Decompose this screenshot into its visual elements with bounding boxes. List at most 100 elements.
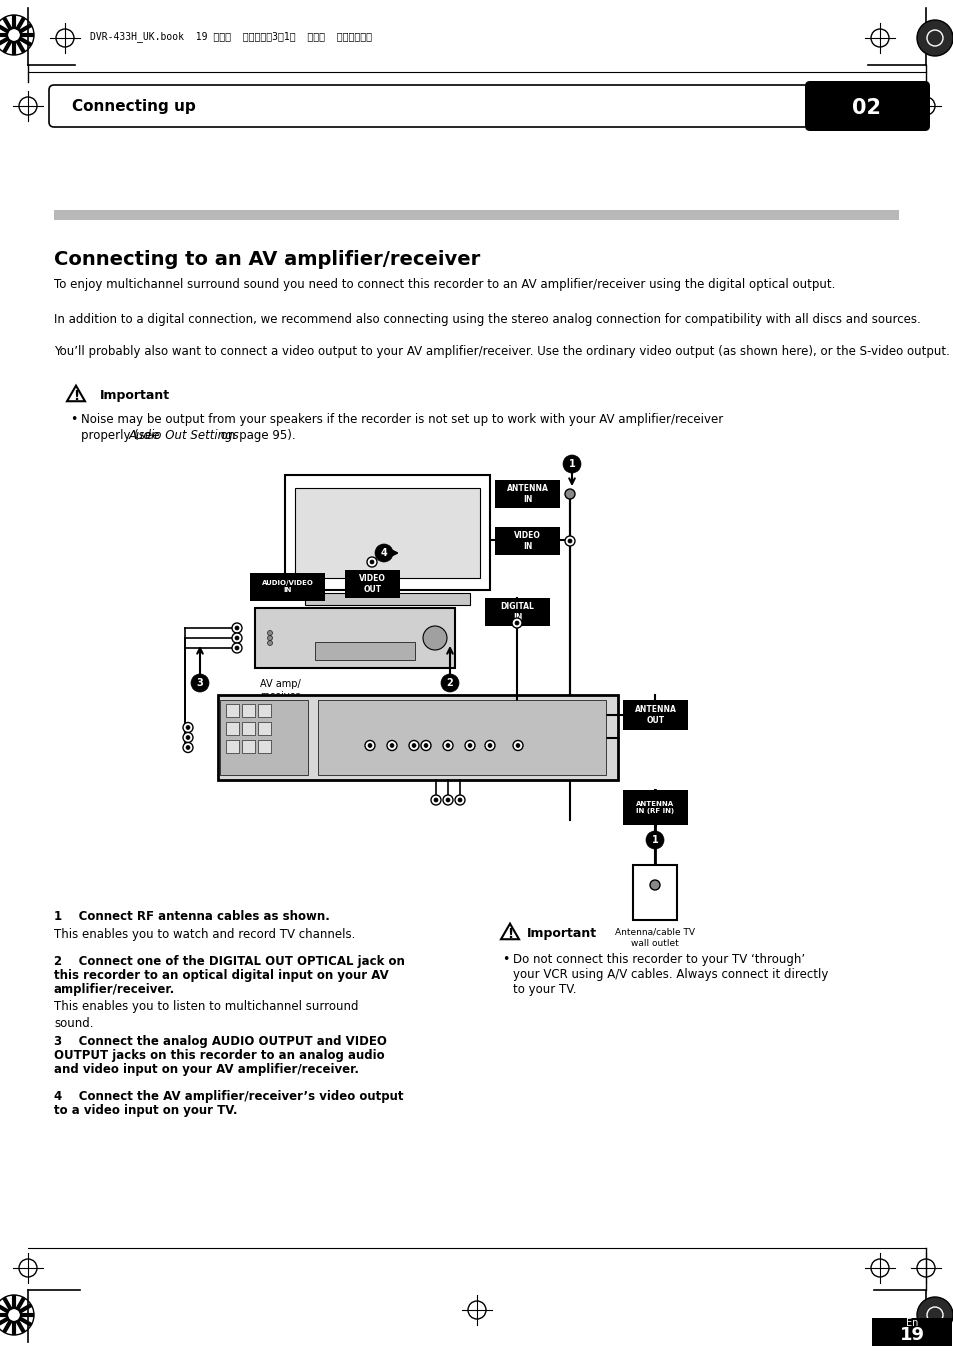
Text: this recorder to an optical digital input on your AV: this recorder to an optical digital inpu… [54,969,388,982]
Bar [254,608,455,667]
Circle shape [232,643,242,653]
Circle shape [564,536,575,546]
Circle shape [232,623,242,634]
Circle shape [562,455,580,473]
Bar [54,209,898,220]
Text: AV amp/
receiver: AV amp/ receiver [260,678,300,701]
Circle shape [234,636,239,640]
Text: VIDEO
IN: VIDEO IN [514,531,540,551]
Circle shape [375,544,393,562]
Circle shape [567,539,572,543]
Circle shape [183,743,193,753]
Circle shape [365,740,375,751]
Circle shape [649,880,659,890]
Bar [226,740,239,753]
Text: Connecting up: Connecting up [71,99,195,113]
Bar [622,790,687,825]
Bar [218,694,618,780]
Text: to your TV.: to your TV. [513,984,576,996]
Bar [314,642,415,661]
Circle shape [515,621,518,626]
FancyBboxPatch shape [804,81,929,131]
Circle shape [183,732,193,743]
Circle shape [513,740,522,751]
Bar [257,704,271,717]
Text: Audio Out Settings: Audio Out Settings [129,430,239,442]
Circle shape [234,646,239,650]
Circle shape [440,674,458,692]
Circle shape [191,674,209,692]
Text: 2: 2 [446,678,453,688]
Text: amplifier/receiver.: amplifier/receiver. [54,984,175,996]
Circle shape [516,743,519,747]
Bar [622,700,687,730]
Text: TV: TV [380,615,395,626]
Text: 1: 1 [651,835,658,844]
Text: your VCR using A/V cables. Always connect it directly: your VCR using A/V cables. Always connec… [513,969,827,981]
Circle shape [423,743,428,747]
Text: 3: 3 [196,678,203,688]
Text: Noise may be output from your speakers if the recorder is not set up to work wit: Noise may be output from your speakers i… [81,413,722,426]
Circle shape [370,561,374,563]
Text: ANTENNA
OUT: ANTENNA OUT [634,705,676,724]
Bar [633,865,677,920]
Text: !: ! [506,927,513,940]
Bar [285,476,490,590]
Circle shape [512,617,521,628]
Circle shape [455,794,464,805]
Text: 1: 1 [568,459,575,469]
Circle shape [468,743,472,747]
Text: 1    Connect RF antenna cables as shown.: 1 Connect RF antenna cables as shown. [54,911,330,923]
Circle shape [232,634,242,643]
Bar [305,593,470,605]
Bar [495,527,559,555]
Circle shape [564,489,575,499]
Text: OUTPUT jacks on this recorder to an analog audio: OUTPUT jacks on this recorder to an anal… [54,1048,384,1062]
Text: on page 95).: on page 95). [216,430,295,442]
Circle shape [267,635,273,640]
Circle shape [488,743,492,747]
Circle shape [434,798,437,802]
Text: 2    Connect one of the DIGITAL OUT OPTICAL jack on: 2 Connect one of the DIGITAL OUT OPTICAL… [54,955,404,969]
Circle shape [267,640,273,646]
Text: AUDIO/VIDEO
IN: AUDIO/VIDEO IN [261,581,314,593]
Circle shape [186,746,190,750]
Circle shape [916,20,952,55]
Bar [484,598,550,626]
Text: !: ! [72,389,79,403]
Bar [242,704,254,717]
Text: properly (see: properly (see [81,430,163,442]
Circle shape [420,740,431,751]
Circle shape [183,723,193,732]
Circle shape [186,735,190,739]
Circle shape [412,743,416,747]
Bar [220,700,308,775]
Text: ANTENNA
IN: ANTENNA IN [506,484,548,504]
Circle shape [186,725,190,730]
Circle shape [267,631,273,635]
Bar [871,1319,951,1346]
Circle shape [464,740,475,751]
Polygon shape [500,924,518,939]
Circle shape [431,794,440,805]
Text: Important: Important [526,927,597,939]
Text: to a video input on your TV.: to a video input on your TV. [54,1104,237,1117]
Text: Important: Important [100,389,170,401]
Bar [226,704,239,717]
Text: ANTENNA
IN (RF IN): ANTENNA IN (RF IN) [636,801,674,815]
Circle shape [446,798,450,802]
Text: 19: 19 [899,1325,923,1344]
Text: 4    Connect the AV amplifier/receiver’s video output: 4 Connect the AV amplifier/receiver’s vi… [54,1090,403,1102]
Circle shape [409,740,418,751]
Text: You’ll probably also want to connect a video output to your AV amplifier/receive: You’ll probably also want to connect a v… [54,345,949,358]
Text: •: • [70,413,77,426]
Bar [257,721,271,735]
Circle shape [422,626,447,650]
Text: VIDEO
OUT: VIDEO OUT [358,574,386,593]
Text: Connecting to an AV amplifier/receiver: Connecting to an AV amplifier/receiver [54,250,479,269]
Polygon shape [67,385,85,401]
Bar [257,740,271,753]
Bar [294,488,479,578]
Circle shape [234,626,239,630]
Text: To enjoy multichannel surround sound you need to connect this recorder to an AV : To enjoy multichannel surround sound you… [54,278,835,290]
